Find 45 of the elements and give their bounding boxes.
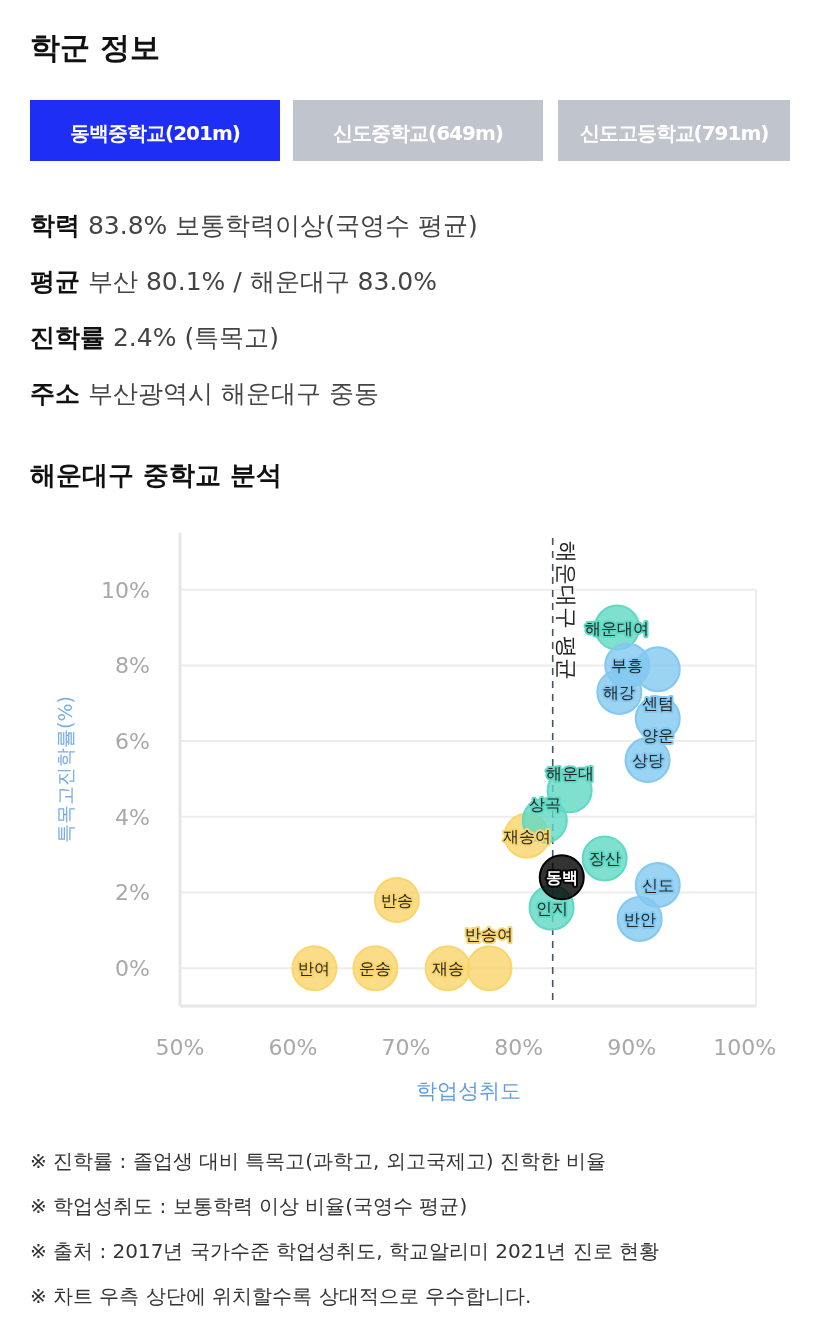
annotation: 센텀 [641, 694, 674, 714]
annotation: 동백 [545, 868, 578, 888]
text: ※ 출처 : 2017년 국가수준 학업성취도, 학교알리미 2021년 진로 현황 [30, 1239, 659, 1263]
chart-title: 해운대구 중학교 분석 [30, 460, 283, 490]
annotation: 상곡 [528, 794, 561, 814]
annotation: 반송여 [465, 925, 514, 945]
annotation: 양운 [641, 726, 674, 746]
annotation: 상당 [631, 751, 664, 771]
text: ※ 진학률 : 졸업생 대비 특목고(과학고, 외고국제고) 진학한 비율 [30, 1149, 607, 1173]
y-tick-label: 0% [115, 956, 150, 982]
annotation: 반여 [298, 959, 331, 979]
point [466, 945, 513, 992]
annotation: 부흥 [611, 656, 644, 676]
x-tick-label: 90% [607, 1035, 657, 1060]
text: 진학률 2.4% (특목고) [30, 323, 279, 352]
x-tick-label: 60% [268, 1035, 318, 1060]
annotation: 장산 [588, 849, 621, 869]
x-tick-label: 50% [155, 1035, 205, 1060]
annotation: 신도 [641, 875, 674, 895]
ref-line-label: 해운대구 평균 [553, 541, 579, 680]
text: 학력 83.8% 보통학력이상(국영수 평균) [30, 211, 478, 240]
text: 신도고등학교(791m) [579, 121, 769, 145]
y-tick-label: 2% [115, 880, 150, 906]
annotation: 재송 [431, 959, 464, 979]
text: ※ 차트 우측 상단에 위치할수록 상대적으로 우수합니다. [30, 1284, 532, 1308]
annotation: 운송 [359, 959, 392, 979]
x-axis-title: 학업성취도 [415, 1079, 521, 1103]
x-tick-label: 70% [381, 1035, 431, 1060]
y-axis-title: 특목고진학률(%) [54, 696, 76, 843]
x-tick-label: 80% [494, 1035, 544, 1060]
x-tick-label: 100% [713, 1035, 777, 1060]
y-tick-label: 10% [101, 577, 150, 603]
text: 학군 정보 [30, 30, 161, 65]
annotation: 인지 [535, 898, 568, 918]
text: ※ 학업성취도 : 보통학력 이상 비율(국영수 평균) [30, 1194, 468, 1218]
annotation: 해강 [603, 682, 636, 702]
text: 평균 부산 80.1% / 해운대구 83.0% [30, 267, 437, 296]
text: 주소 부산광역시 해운대구 중동 [30, 379, 379, 408]
y-tick-label: 8% [115, 653, 150, 679]
text: 신도중학교(649m) [333, 121, 503, 145]
annotation: 반송 [380, 891, 413, 911]
annotation: 반안 [623, 909, 656, 929]
text: 동백중학교(201m) [70, 121, 240, 145]
y-tick-label: 6% [115, 729, 150, 755]
y-tick-label: 4% [115, 804, 150, 830]
